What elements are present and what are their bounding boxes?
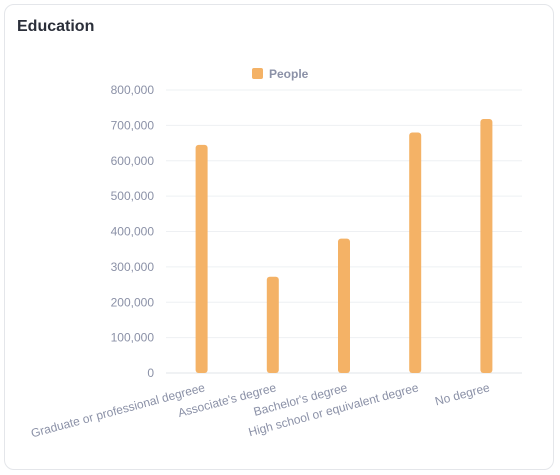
legend-swatch bbox=[252, 68, 263, 79]
x-tick-label: No degree bbox=[433, 380, 491, 408]
bars bbox=[195, 119, 493, 373]
y-tick-label: 700,000 bbox=[111, 118, 155, 132]
bar[interactable] bbox=[195, 144, 208, 373]
bar[interactable] bbox=[266, 276, 279, 373]
y-tick-label: 300,000 bbox=[111, 260, 155, 274]
y-tick-label: 600,000 bbox=[111, 154, 155, 168]
y-tick-label: 0 bbox=[147, 366, 154, 380]
y-tick-label: 800,000 bbox=[111, 83, 155, 97]
y-tick-label: 500,000 bbox=[111, 189, 155, 203]
legend[interactable]: People bbox=[252, 67, 309, 81]
bar[interactable] bbox=[480, 119, 493, 373]
y-tick-label: 200,000 bbox=[111, 295, 155, 309]
bar[interactable] bbox=[409, 132, 422, 373]
y-axis-ticks: 0 100,000 200,000 300,000 400,000 500,000 600,… bbox=[111, 83, 155, 380]
x-axis-ticks: Graduate or professional degreeeAssociat… bbox=[29, 380, 491, 440]
y-tick-label: 400,000 bbox=[111, 225, 155, 239]
bar[interactable] bbox=[338, 238, 350, 373]
chart-card: Education bbox=[4, 4, 554, 470]
y-tick-label: 100,000 bbox=[111, 331, 155, 345]
card-title: Education bbox=[17, 18, 95, 35]
legend-label: People bbox=[269, 67, 309, 81]
